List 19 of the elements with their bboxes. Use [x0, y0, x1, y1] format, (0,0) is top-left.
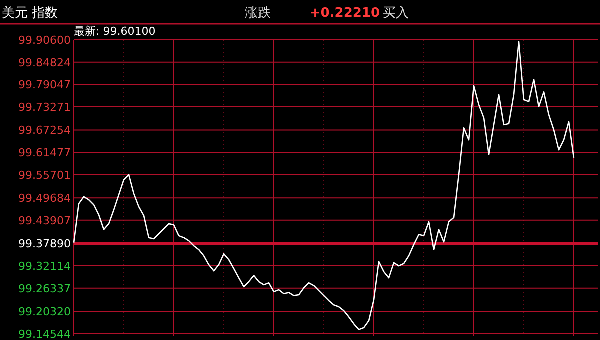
title: 美元 指数 — [2, 6, 58, 21]
y-tick-label: 99.55701 — [18, 168, 71, 182]
annotation: 最新: 99.60100 — [74, 25, 156, 38]
annotation: +0.22210 — [310, 6, 380, 21]
y-tick-label: 99.20320 — [18, 306, 71, 319]
y-tick-label: 99.79047 — [18, 78, 71, 92]
y-tick-label: 99.14544 — [18, 328, 71, 340]
y-tick-label: 99.90600 — [18, 34, 71, 47]
y-tick-label: 99.26337 — [18, 282, 71, 296]
y-tick-label: 99.61477 — [18, 146, 71, 160]
annotation: 涨跌 — [245, 6, 271, 21]
annotation: 买入 — [383, 6, 409, 21]
y-tick-label: 99.49684 — [18, 192, 71, 206]
y-tick-label: 99.84824 — [18, 56, 71, 70]
y-tick-label: 99.43907 — [18, 214, 71, 228]
y-tick-label: 99.73271 — [18, 100, 71, 114]
y-tick-label: 99.37890 — [18, 238, 71, 251]
y-tick-label: 99.67254 — [18, 124, 71, 138]
y-tick-label: 99.32114 — [18, 260, 71, 274]
